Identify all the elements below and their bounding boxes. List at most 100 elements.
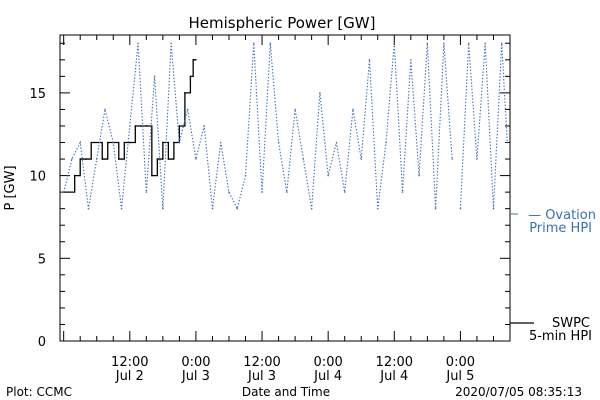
ovation-point <box>244 174 247 177</box>
x-tick-label: 0:00 <box>314 355 343 370</box>
x-tick-label: 12:00 <box>111 355 148 370</box>
ovation-point <box>310 207 313 210</box>
ovation-point <box>343 191 346 193</box>
ovation-point <box>385 141 387 144</box>
ovation-point <box>261 191 263 193</box>
x-tick-date-label: Jul 4 <box>313 369 342 384</box>
ovation-point <box>104 108 106 111</box>
ovation-point <box>294 108 296 111</box>
y-axis-label: P [GW] <box>3 165 18 210</box>
swpc-point <box>134 125 137 127</box>
ovation-point <box>95 158 98 160</box>
chart-title: Hemispheric Power [GW] <box>189 14 376 32</box>
swpc-point <box>90 141 93 144</box>
ovation-point <box>484 42 487 45</box>
swpc-line <box>63 59 196 193</box>
ovation-point <box>467 42 470 45</box>
x-tick-label: 0:00 <box>446 355 475 370</box>
ovation-point <box>153 75 156 78</box>
ovation-point <box>219 141 222 144</box>
y-tick-label: 15 <box>29 87 46 102</box>
ovation-point <box>368 59 371 61</box>
swpc-point <box>151 174 153 177</box>
ovation-point <box>335 141 338 144</box>
y-axis: 0 5 10 15 <box>29 42 510 350</box>
swpc-point <box>128 141 131 144</box>
ovation-point <box>410 59 412 61</box>
series-layer <box>62 42 509 211</box>
ovation-point <box>302 158 305 160</box>
ovation-point <box>451 158 453 160</box>
ovation-point <box>459 207 462 210</box>
ovation-legend-label-line2: Prime HPI <box>529 221 592 236</box>
ovation-point <box>228 191 230 193</box>
ovation-point <box>170 42 172 45</box>
swpc-point <box>79 158 82 160</box>
swpc-point <box>192 59 194 61</box>
swpc-point <box>173 141 175 144</box>
swpc-point <box>101 158 104 160</box>
ovation-point <box>120 207 123 210</box>
swpc-point <box>195 59 197 61</box>
ovation-point <box>393 42 396 45</box>
ovation-point <box>426 42 429 45</box>
ovation-point <box>203 125 205 127</box>
x-tick-date-label: Jul 2 <box>115 369 144 384</box>
x-tick-date-label: Jul 3 <box>181 369 210 384</box>
ovation-point <box>500 42 503 45</box>
swpc-point <box>73 174 76 177</box>
y-tick-label: 5 <box>38 252 46 267</box>
ovation-point <box>434 207 437 210</box>
swpc-point <box>189 75 192 78</box>
ovation-point <box>195 158 197 160</box>
ovation-point <box>376 207 379 210</box>
ovation-point <box>186 108 189 111</box>
ovation-point <box>211 207 214 210</box>
footer-plot-credit: Plot: CCMC <box>6 385 72 399</box>
ovation-point <box>286 191 288 193</box>
ovation-legend-label-line1: — Ovation <box>528 208 596 223</box>
ovation-point <box>319 92 321 94</box>
swpc-point <box>123 141 126 144</box>
x-axis-label: Date and Time <box>242 385 330 399</box>
swpc-point <box>106 141 109 144</box>
swpc-legend-label-line1: SWPC <box>552 316 590 331</box>
ovation-point <box>128 125 131 127</box>
ovation-point <box>137 42 139 45</box>
ovation-point <box>87 207 90 210</box>
plot-frame <box>59 34 511 342</box>
swpc-point <box>140 125 142 127</box>
ovation-point <box>327 174 329 177</box>
ovation-point <box>112 141 115 144</box>
swpc-point <box>162 141 164 144</box>
ovation-point <box>476 158 478 160</box>
x-tick-label: 12:00 <box>243 355 280 370</box>
swpc-series <box>62 59 197 193</box>
swpc-point <box>156 158 159 160</box>
ovation-point <box>71 158 73 160</box>
swpc-point <box>84 158 87 160</box>
swpc-point <box>117 158 120 160</box>
ovation-point <box>236 207 239 210</box>
ovation-point <box>418 174 420 177</box>
ovation-point <box>269 42 272 45</box>
ovation-point <box>506 141 509 144</box>
y-tick-label: 10 <box>29 170 46 185</box>
ovation-point <box>352 108 354 111</box>
x-tick-date-label: Jul 5 <box>445 369 474 384</box>
x-tick-label: 0:00 <box>181 355 210 370</box>
ovation-point <box>277 141 280 144</box>
ovation-point <box>401 191 404 193</box>
ovation-point <box>162 207 164 210</box>
ovation-point <box>79 141 82 144</box>
swpc-legend-label-line2: 5-min HPI <box>529 329 592 344</box>
footer-timestamp: 2020/07/05 08:35:13 <box>455 385 582 399</box>
x-tick-date-label: Jul 3 <box>247 369 276 384</box>
ovation-point <box>62 191 65 193</box>
y-tick-label: 0 <box>38 335 46 350</box>
ovation-series <box>62 42 509 211</box>
ovation-point <box>360 158 363 160</box>
